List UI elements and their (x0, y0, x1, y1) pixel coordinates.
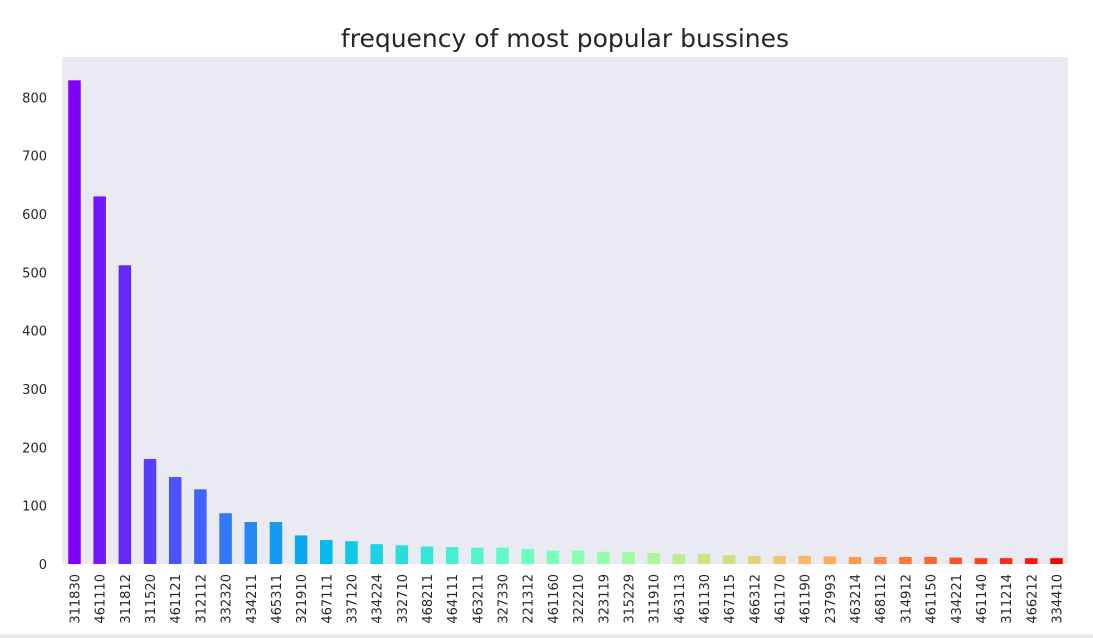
x-tick-label: 332710 (396, 574, 411, 624)
bar (622, 551, 635, 564)
x-tick-label: 334410 (1051, 574, 1066, 624)
bar (722, 555, 736, 564)
x-tick-label: 323119 (597, 574, 612, 624)
bar (395, 545, 409, 564)
bar (597, 551, 610, 564)
y-tick-label: 500 (22, 266, 47, 281)
x-tick-label: 315229 (622, 574, 637, 624)
x-tick-label: 461170 (774, 574, 789, 624)
y-tick-label: 700 (22, 150, 47, 165)
bar (68, 80, 81, 565)
x-tick-label: 311520 (144, 574, 159, 624)
x-tick-label: 466212 (1025, 574, 1040, 624)
bar (194, 489, 207, 564)
x-tick-label: 466312 (748, 574, 763, 624)
y-tick-label: 300 (22, 383, 47, 398)
x-tick-label: 467115 (723, 574, 738, 624)
chart-title: frequency of most popular bussines (341, 24, 789, 53)
bar (798, 555, 811, 564)
x-tick-label: 434211 (245, 574, 260, 624)
x-tick-label: 322210 (572, 574, 587, 624)
x-tick-label: 337120 (345, 574, 360, 624)
y-tick-label: 200 (22, 441, 47, 456)
bar (420, 546, 434, 564)
bar (93, 196, 106, 565)
bar (370, 544, 383, 564)
bar (848, 556, 862, 564)
bar (999, 558, 1013, 564)
bar (269, 521, 283, 564)
x-tick-label: 327330 (497, 574, 512, 624)
x-tick-label: 311812 (119, 574, 134, 624)
x-tick-label: 312112 (194, 574, 209, 624)
bar (118, 265, 132, 564)
bar (345, 541, 358, 564)
bar (546, 550, 560, 564)
x-tick-label: 332320 (220, 574, 235, 624)
bar (873, 556, 887, 564)
bottom-divider (0, 634, 1093, 638)
x-tick-label: 314912 (899, 574, 914, 624)
bar (521, 548, 534, 564)
x-tick-label: 461150 (925, 574, 940, 624)
x-tick-label: 468211 (421, 574, 436, 624)
bar (924, 556, 937, 564)
plot-area (62, 57, 1068, 564)
y-tick-label: 400 (22, 325, 47, 340)
x-tick-label: 461130 (698, 574, 713, 624)
bar (748, 555, 761, 564)
y-tick-label: 800 (22, 91, 47, 106)
bar (672, 554, 686, 564)
x-tick-label: 465311 (270, 574, 285, 624)
x-tick-label: 461121 (169, 574, 184, 624)
bar (143, 458, 157, 564)
bar (1050, 558, 1063, 564)
x-axis-ticks: 311830 461110 311812 311520 461121 312112 3323… (69, 574, 1066, 624)
bar (168, 477, 182, 564)
y-tick-label: 100 (22, 500, 47, 515)
x-tick-label: 461140 (975, 574, 990, 624)
x-tick-label: 311830 (69, 574, 84, 624)
bar (899, 556, 912, 564)
x-tick-label: 461110 (94, 574, 109, 624)
x-tick-label: 463211 (471, 574, 486, 624)
bar (445, 547, 459, 564)
x-tick-label: 434221 (950, 574, 965, 624)
bar (1025, 558, 1038, 564)
x-tick-label: 221312 (522, 574, 537, 624)
x-tick-label: 468112 (874, 574, 889, 624)
bar (294, 535, 308, 564)
y-axis-ticks: 0 100 200 300 400 500 600 700 800 (22, 91, 47, 573)
bar (773, 555, 786, 564)
bar (571, 550, 585, 564)
x-tick-label: 311910 (648, 574, 663, 624)
x-tick-label: 467111 (320, 574, 335, 624)
x-tick-label: 463113 (673, 574, 688, 624)
x-tick-label: 434224 (371, 574, 386, 624)
y-tick-label: 600 (22, 208, 47, 223)
x-tick-label: 464111 (446, 574, 461, 624)
bar (974, 558, 988, 564)
x-tick-label: 311214 (1000, 574, 1015, 624)
x-tick-label: 463214 (849, 574, 864, 624)
bar (244, 521, 258, 564)
bar (823, 556, 837, 564)
bars (68, 80, 1063, 565)
bar (496, 547, 509, 564)
x-tick-label: 461160 (547, 574, 562, 624)
bar (697, 554, 711, 564)
bar (471, 547, 484, 564)
x-tick-label: 321910 (295, 574, 310, 624)
x-tick-label: 461190 (799, 574, 814, 624)
x-tick-label: 237993 (824, 574, 839, 624)
bar (320, 540, 333, 564)
y-tick-label: 0 (39, 558, 47, 573)
bar (219, 513, 232, 564)
bar (949, 557, 963, 564)
bar (647, 552, 660, 564)
